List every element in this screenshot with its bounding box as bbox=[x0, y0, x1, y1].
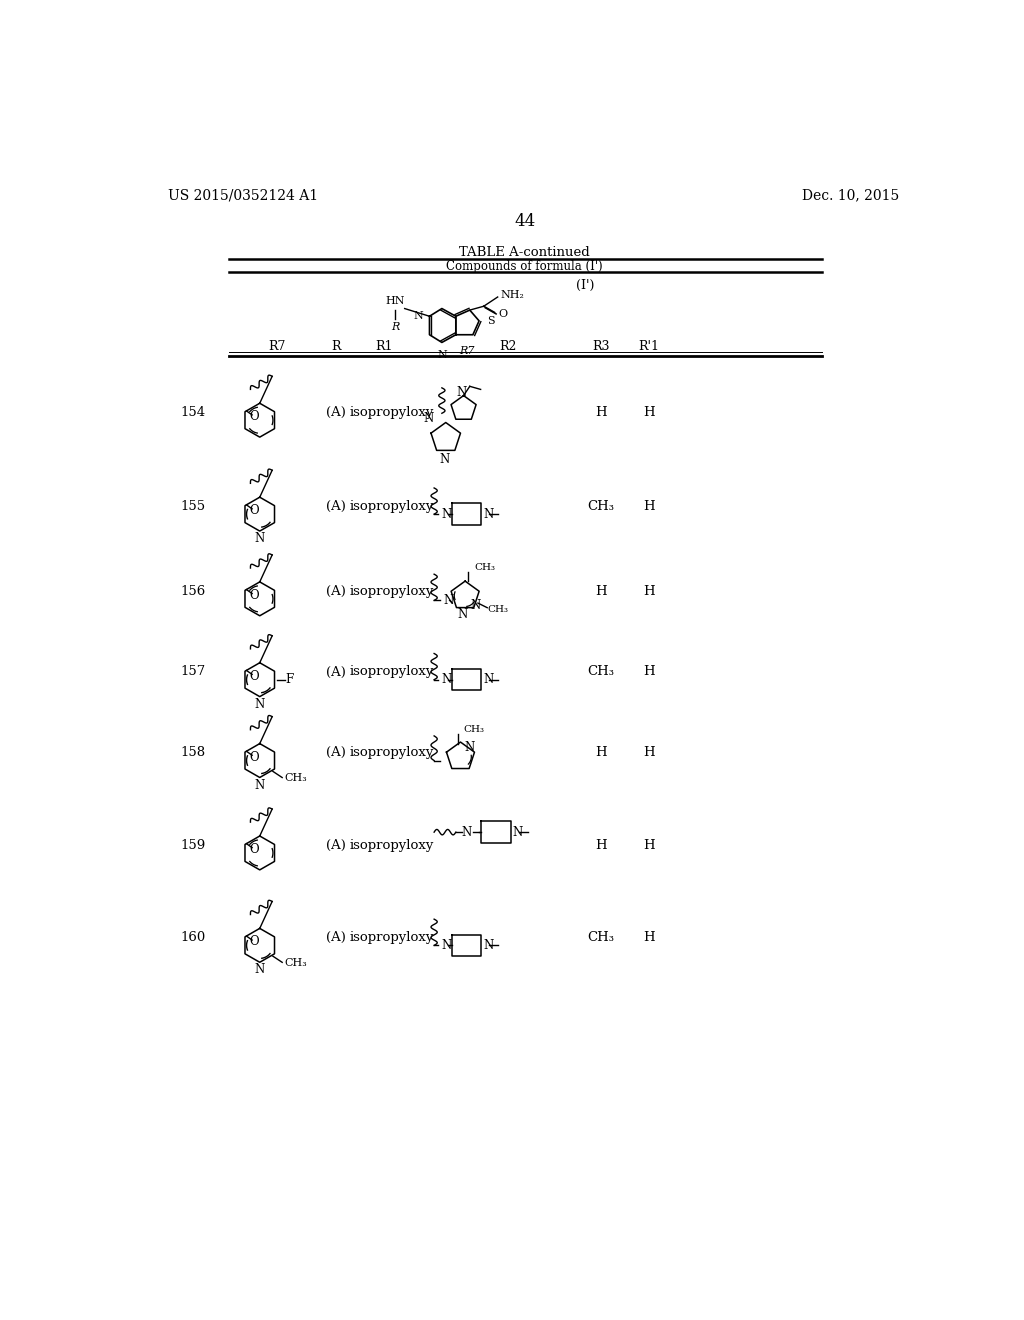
Text: 158: 158 bbox=[180, 746, 206, 759]
Text: CH₃: CH₃ bbox=[487, 605, 509, 614]
Text: N: N bbox=[483, 939, 494, 952]
Text: N: N bbox=[462, 825, 472, 838]
Text: H: H bbox=[643, 585, 654, 598]
Text: Compounds of formula (I'): Compounds of formula (I') bbox=[446, 260, 603, 273]
Text: H: H bbox=[643, 500, 654, 513]
Text: R2: R2 bbox=[499, 339, 516, 352]
Text: N: N bbox=[424, 412, 434, 425]
Text: N: N bbox=[414, 312, 423, 321]
Text: 159: 159 bbox=[180, 838, 206, 851]
Text: O: O bbox=[250, 936, 259, 948]
Text: H: H bbox=[595, 407, 606, 418]
Text: N: N bbox=[443, 594, 454, 607]
Text: isopropyloxy: isopropyloxy bbox=[349, 931, 434, 944]
Text: N: N bbox=[512, 825, 522, 838]
Text: US 2015/0352124 A1: US 2015/0352124 A1 bbox=[168, 189, 318, 202]
Text: R'1: R'1 bbox=[638, 339, 659, 352]
Text: H: H bbox=[595, 838, 606, 851]
Text: F: F bbox=[285, 673, 293, 686]
Text: isopropyloxy: isopropyloxy bbox=[349, 500, 434, 513]
Text: O: O bbox=[250, 411, 259, 424]
Text: (A): (A) bbox=[326, 585, 346, 598]
Text: CH₃: CH₃ bbox=[474, 562, 496, 572]
Text: isopropyloxy: isopropyloxy bbox=[349, 746, 434, 759]
Text: isopropyloxy: isopropyloxy bbox=[349, 585, 434, 598]
Text: (A): (A) bbox=[326, 500, 346, 513]
Text: (A): (A) bbox=[326, 746, 346, 759]
Text: N: N bbox=[464, 742, 474, 755]
Text: O: O bbox=[250, 843, 259, 855]
Text: N: N bbox=[457, 385, 467, 399]
Text: (A): (A) bbox=[326, 931, 346, 944]
Text: CH₃: CH₃ bbox=[587, 665, 614, 678]
Text: isopropyloxy: isopropyloxy bbox=[349, 838, 434, 851]
Text: N: N bbox=[483, 508, 494, 520]
Text: O: O bbox=[250, 589, 259, 602]
Text: CH₃: CH₃ bbox=[464, 725, 484, 734]
Text: H: H bbox=[643, 931, 654, 944]
Text: H: H bbox=[643, 838, 654, 851]
Text: N: N bbox=[457, 609, 467, 622]
Text: R3: R3 bbox=[592, 339, 609, 352]
Text: N: N bbox=[255, 698, 265, 711]
Text: H: H bbox=[643, 665, 654, 678]
Text: N: N bbox=[255, 532, 265, 545]
Text: 154: 154 bbox=[180, 407, 206, 418]
Text: H: H bbox=[595, 746, 606, 759]
Text: O: O bbox=[250, 669, 259, 682]
Text: CH₃: CH₃ bbox=[285, 958, 307, 968]
Text: R: R bbox=[331, 339, 340, 352]
Text: O: O bbox=[250, 751, 259, 763]
Text: CH₃: CH₃ bbox=[587, 931, 614, 944]
Text: 44: 44 bbox=[514, 213, 536, 230]
Text: HN: HN bbox=[385, 296, 404, 306]
Text: (I'): (I') bbox=[577, 279, 595, 292]
Text: (A): (A) bbox=[326, 838, 346, 851]
Text: N: N bbox=[442, 508, 453, 520]
Text: NH₂: NH₂ bbox=[500, 289, 524, 300]
Text: H: H bbox=[595, 585, 606, 598]
Text: 155: 155 bbox=[180, 500, 206, 513]
Text: 156: 156 bbox=[180, 585, 206, 598]
Text: N: N bbox=[442, 673, 453, 686]
Text: N: N bbox=[470, 599, 480, 612]
Text: 157: 157 bbox=[180, 665, 206, 678]
Text: 160: 160 bbox=[180, 931, 206, 944]
Text: H: H bbox=[643, 746, 654, 759]
Text: isopropyloxy: isopropyloxy bbox=[349, 665, 434, 678]
Text: (A): (A) bbox=[326, 665, 346, 678]
Text: R1: R1 bbox=[375, 339, 392, 352]
Text: R7: R7 bbox=[268, 339, 286, 352]
Text: N: N bbox=[442, 939, 453, 952]
Text: O: O bbox=[499, 309, 508, 319]
Text: H: H bbox=[643, 407, 654, 418]
Text: (A): (A) bbox=[326, 407, 346, 418]
Text: R7: R7 bbox=[459, 346, 474, 355]
Text: CH₃: CH₃ bbox=[285, 774, 307, 783]
Text: CH₃: CH₃ bbox=[587, 500, 614, 513]
Text: TABLE A-continued: TABLE A-continued bbox=[460, 246, 590, 259]
Text: Dec. 10, 2015: Dec. 10, 2015 bbox=[802, 189, 899, 202]
Text: O: O bbox=[250, 504, 259, 517]
Text: N: N bbox=[255, 964, 265, 977]
Text: N: N bbox=[483, 673, 494, 686]
Text: N: N bbox=[437, 350, 446, 360]
Text: R: R bbox=[391, 322, 399, 333]
Text: N: N bbox=[439, 453, 450, 466]
Text: N: N bbox=[255, 779, 265, 792]
Text: isopropyloxy: isopropyloxy bbox=[349, 407, 434, 418]
Text: S: S bbox=[486, 315, 495, 326]
